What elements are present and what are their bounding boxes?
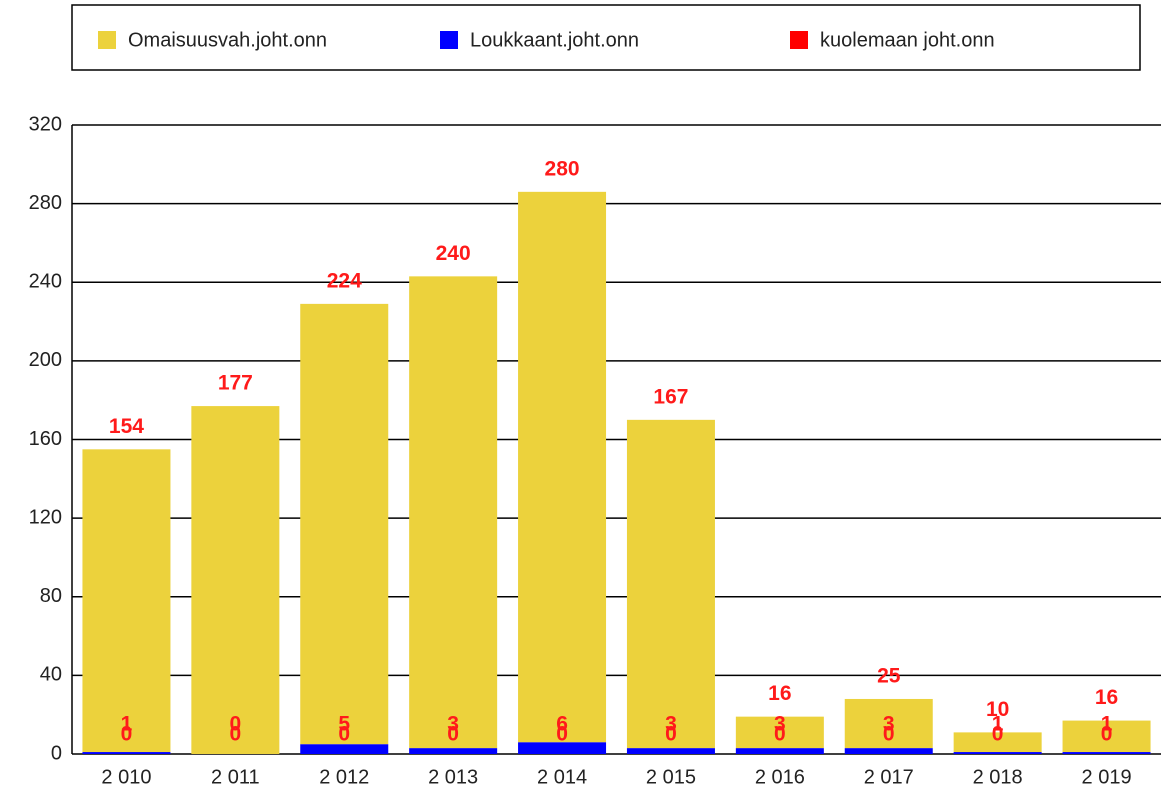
bar-segment (844, 698, 933, 749)
value-label: 0 (338, 723, 350, 746)
bar-segment (1062, 720, 1151, 753)
value-label: 0 (556, 723, 568, 746)
value-label: 0 (121, 723, 133, 746)
x-tick-label: 2 019 (1082, 766, 1132, 788)
bar-segment (844, 748, 933, 754)
value-label: 0 (1101, 723, 1113, 746)
x-tick-label: 2 013 (428, 766, 478, 788)
bar-segment (953, 732, 1042, 753)
value-label: 3 (447, 713, 459, 736)
legend-swatch (440, 31, 458, 49)
bar-segment (300, 744, 389, 754)
value-label: 3 (774, 713, 786, 736)
x-tick-label: 2 011 (211, 766, 260, 788)
legend-box (71, 4, 1141, 71)
value-label: 0 (230, 713, 242, 736)
value-label: 154 (109, 415, 144, 438)
bar-segment (82, 449, 171, 753)
legend-swatch (790, 31, 808, 49)
y-tick-label: 80 (40, 585, 62, 607)
bar-segment (518, 191, 607, 743)
legend-swatch (98, 31, 116, 49)
x-tick-label: 2 010 (101, 766, 151, 788)
x-tick-label: 2 017 (864, 766, 914, 788)
bar-segment (191, 406, 280, 754)
x-tick-label: 2 014 (537, 766, 587, 788)
value-label: 167 (653, 385, 688, 408)
bar-segment (409, 276, 498, 749)
bar-segment (518, 742, 607, 754)
bar-segment (1062, 752, 1151, 754)
x-tick-label: 2 016 (755, 766, 805, 788)
y-tick-label: 160 (29, 428, 62, 450)
value-label: 224 (327, 269, 362, 292)
legend-label: kuolemaan joht.onn (820, 29, 995, 51)
y-tick-label: 40 (40, 664, 62, 686)
value-label: 6 (556, 713, 568, 736)
value-label: 1 (992, 713, 1004, 736)
bar-segment (735, 716, 824, 749)
y-tick-label: 320 (29, 113, 62, 135)
y-tick-label: 240 (29, 271, 62, 293)
value-label: 0 (447, 723, 459, 746)
value-label: 240 (436, 242, 471, 265)
y-tick-label: 280 (29, 192, 62, 214)
value-label: 0 (774, 723, 786, 746)
bar-segment (82, 752, 171, 754)
bar-segment (626, 419, 715, 749)
bar-segment (300, 303, 389, 745)
x-tick-label: 2 018 (973, 766, 1023, 788)
y-tick-label: 200 (29, 349, 62, 371)
value-label: 177 (218, 372, 253, 395)
value-label: 280 (545, 157, 580, 180)
x-tick-label: 2 015 (646, 766, 696, 788)
x-tick-label: 2 012 (319, 766, 369, 788)
value-label: 1 (121, 713, 133, 736)
value-label: 16 (1095, 686, 1118, 709)
value-label: 16 (768, 682, 791, 705)
legend-label: Omaisuusvah.joht.onn (128, 29, 327, 51)
bar-segment (953, 752, 1042, 754)
bar-segment (626, 748, 715, 754)
legend-label: Loukkaant.joht.onn (470, 29, 639, 51)
value-label: 0 (992, 723, 1004, 746)
value-label: 1 (1101, 713, 1113, 736)
value-label: 3 (665, 713, 677, 736)
value-label: 10 (986, 698, 1009, 721)
value-label: 3 (883, 713, 895, 736)
value-label: 0 (665, 723, 677, 746)
value-label: 5 (338, 713, 350, 736)
value-label: 0 (883, 723, 895, 746)
bar-segment (735, 748, 824, 754)
value-label: 0 (230, 723, 242, 746)
bar-segment (409, 748, 498, 754)
y-tick-label: 120 (29, 506, 62, 528)
value-label: 25 (877, 665, 901, 688)
legend: Omaisuusvah.joht.onn Loukkaant.joht.onn ku… (98, 29, 995, 51)
y-tick-label: 0 (51, 742, 62, 764)
